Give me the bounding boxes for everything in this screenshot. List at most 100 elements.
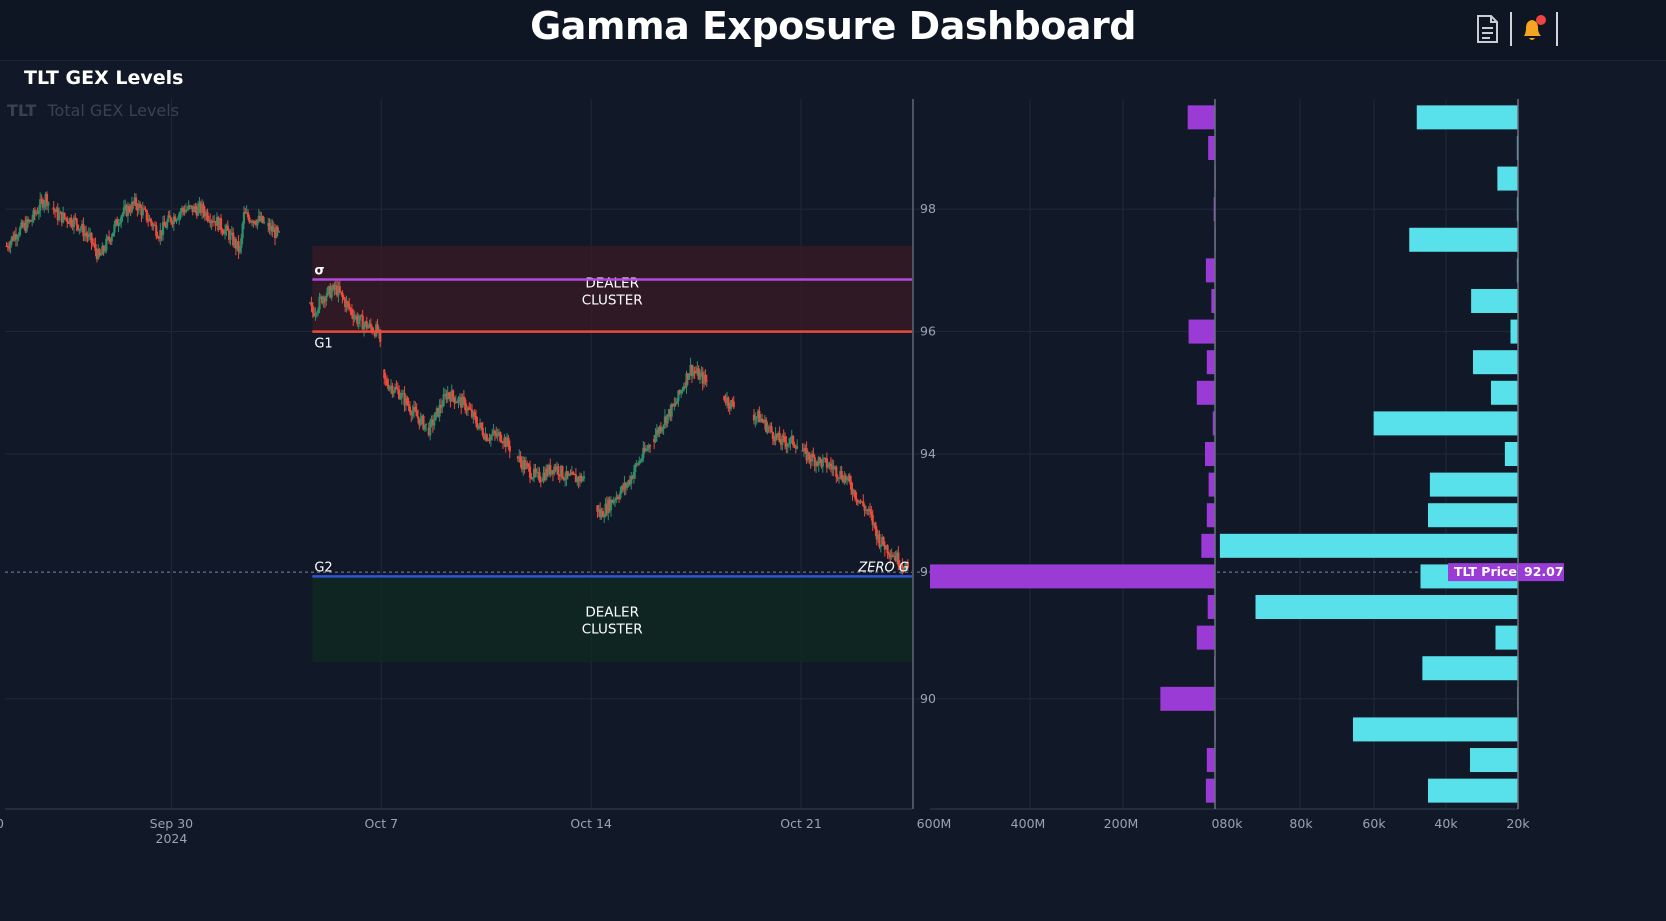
- candle-body: [766, 427, 769, 432]
- candle-body: [532, 468, 536, 478]
- candle-body: [859, 500, 862, 503]
- dealer-cluster-upper-zone: [312, 245, 912, 332]
- volume-bar: [1429, 472, 1518, 497]
- candle-body: [26, 219, 30, 222]
- y-tick-label: 90: [920, 691, 936, 706]
- candle-body: [188, 205, 192, 207]
- candle-body: [194, 206, 197, 210]
- candle-body: [201, 204, 204, 213]
- candle-body: [626, 484, 629, 488]
- candle-body: [769, 426, 772, 428]
- candle-body: [684, 386, 687, 388]
- candle-body: [794, 446, 797, 449]
- candle-body: [165, 221, 169, 228]
- candle-body: [267, 223, 270, 226]
- candle-body: [365, 321, 368, 329]
- candle-body: [176, 218, 179, 220]
- candle-body: [195, 209, 198, 216]
- candle-body: [218, 218, 221, 230]
- candle-body: [685, 373, 688, 388]
- candle-body: [202, 204, 205, 213]
- candle-body: [12, 236, 15, 241]
- candle-body: [323, 297, 327, 302]
- candle-body: [179, 212, 182, 214]
- candle-body: [269, 225, 273, 231]
- candle-body: [39, 199, 42, 211]
- candle-body: [534, 468, 537, 474]
- candle-body: [186, 209, 189, 211]
- gridlines: [5, 99, 1518, 809]
- bell-notification-icon[interactable]: [1516, 12, 1550, 46]
- candle-body: [491, 434, 494, 436]
- volume-bar: [1428, 503, 1518, 528]
- candle-body: [233, 239, 236, 246]
- candle-body: [253, 220, 256, 224]
- candle-body: [271, 225, 274, 232]
- candle-body: [121, 213, 124, 217]
- candle-body: [640, 458, 644, 461]
- candle-body: [333, 284, 336, 290]
- candle-body: [178, 213, 181, 219]
- candle-body: [418, 418, 421, 426]
- candle-body: [211, 220, 215, 223]
- candle-body: [863, 505, 866, 511]
- candle-body: [461, 396, 464, 408]
- candle-body: [331, 284, 335, 291]
- candle-body: [277, 231, 281, 233]
- candle-body: [612, 500, 615, 503]
- candle-body: [443, 394, 447, 396]
- candle-body: [64, 217, 67, 219]
- candle-body: [196, 206, 200, 216]
- candle-body: [615, 496, 618, 501]
- candle-body: [700, 372, 703, 374]
- candle-body: [175, 219, 178, 222]
- candle-body: [885, 545, 888, 550]
- candle-body: [792, 435, 795, 445]
- candle-body: [832, 466, 835, 470]
- candle-body: [732, 401, 735, 408]
- candle-body: [58, 213, 61, 221]
- candle-body: [314, 313, 317, 316]
- candle-body: [6, 246, 9, 248]
- candle-body: [391, 385, 394, 394]
- candle-body: [760, 418, 764, 421]
- x-tick-label: Oct 7: [365, 816, 399, 831]
- candle-body: [392, 391, 395, 394]
- candle-body: [225, 225, 228, 230]
- candle-body: [643, 447, 646, 452]
- y-tick-label: 94: [920, 446, 936, 461]
- candle-body: [242, 212, 246, 224]
- candle-body: [174, 216, 177, 222]
- candle-body: [420, 415, 424, 418]
- volume-bar: [1495, 625, 1518, 650]
- candle-body: [673, 403, 676, 406]
- candle-body: [840, 471, 843, 479]
- gex-bar-series: [930, 105, 1216, 803]
- candle-body: [171, 222, 174, 225]
- candle-body: [402, 392, 405, 394]
- document-icon[interactable]: [1470, 12, 1504, 46]
- candle-body: [654, 435, 657, 443]
- candle-body: [153, 224, 157, 226]
- candle-body: [694, 372, 698, 374]
- candle-body: [682, 386, 685, 391]
- candle-body: [495, 433, 498, 437]
- candle-body: [117, 224, 120, 226]
- candle-body: [570, 472, 573, 475]
- candle-body: [779, 442, 783, 445]
- gex-bar: [1204, 442, 1215, 466]
- candle-body: [56, 208, 59, 221]
- candle-body: [334, 285, 337, 290]
- candle-body: [369, 323, 372, 328]
- watermark-ticker: TLT: [7, 101, 36, 120]
- gex-x-tick-label: 080k: [1211, 816, 1243, 831]
- candle-body: [17, 235, 20, 238]
- candle-body: [130, 201, 134, 212]
- candle-body: [151, 222, 154, 227]
- candle-body: [357, 320, 360, 324]
- gex-bar: [1187, 105, 1215, 130]
- candle-body: [796, 446, 799, 449]
- candlestick-series: [5, 191, 909, 575]
- candle-body: [255, 223, 258, 226]
- candle-body: [209, 220, 212, 224]
